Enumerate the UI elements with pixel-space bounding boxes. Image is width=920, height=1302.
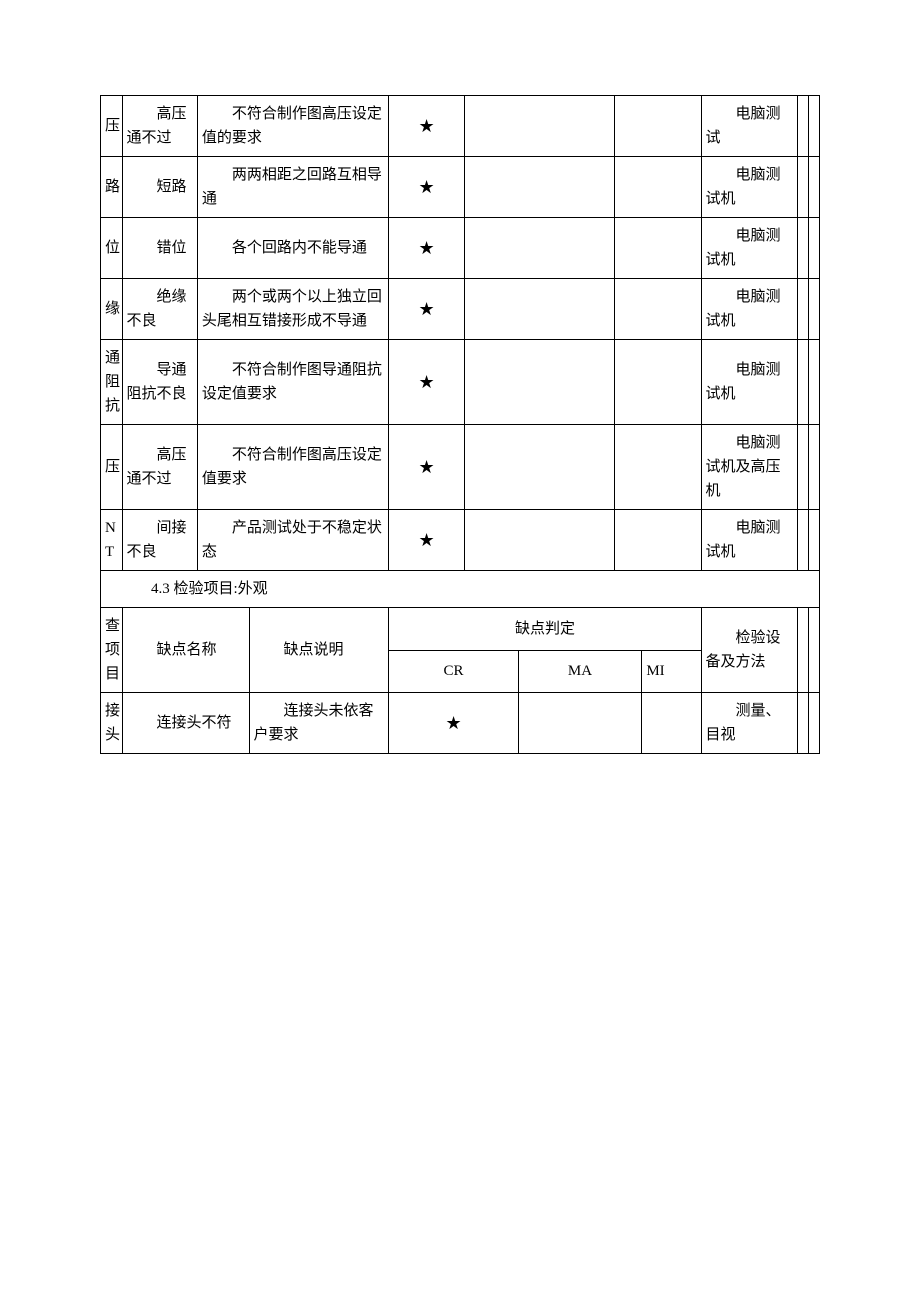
row-defect-desc: 各个回路内不能导通 [197, 218, 389, 279]
row-defect-desc: 不符合制作图高压设定值的要求 [197, 96, 389, 157]
section-title: 4.3 检验项目:外观 [101, 571, 820, 608]
row-tail2 [809, 96, 820, 157]
row-defect-desc: 不符合制作图导通阻抗设定值要求 [197, 340, 389, 425]
row-equip: 电脑测试机 [701, 279, 798, 340]
hdr-mi: MI [642, 650, 701, 693]
row-cr: ★ [389, 693, 518, 754]
hdr-tail2 [809, 608, 820, 693]
row-cr: ★ [389, 96, 464, 157]
row-tail1 [798, 96, 809, 157]
row-code: 缘 [101, 279, 123, 340]
row-mi [615, 425, 701, 510]
row-ma [464, 96, 615, 157]
hdr-judge: 缺点判定 [389, 608, 701, 651]
row-ma [464, 157, 615, 218]
row-tail2 [809, 157, 820, 218]
row-mi [615, 218, 701, 279]
table-row: 压 高压通不过 不符合制作图高压设定值要求 ★ 电脑测试机及高压机 [101, 425, 820, 510]
row-equip: 电脑测试机 [701, 218, 798, 279]
row-defect-desc: 两两相距之回路互相导通 [197, 157, 389, 218]
row-ma [518, 693, 642, 754]
row-code: 接头 [101, 693, 123, 754]
row-cr: ★ [389, 340, 464, 425]
row-mi [615, 279, 701, 340]
row-mi [642, 693, 701, 754]
row-code: 压 [101, 96, 123, 157]
table-row: 通阻抗 导通阻抗不良 不符合制作图导通阻抗设定值要求 ★ 电脑测试机 [101, 340, 820, 425]
hdr-ma: MA [518, 650, 642, 693]
row-defect-desc: 产品测试处于不稳定状态 [197, 510, 389, 571]
row-tail1 [798, 693, 809, 754]
row-cr: ★ [389, 157, 464, 218]
row-code: 路 [101, 157, 123, 218]
row-equip: 电脑测试机及高压机 [701, 425, 798, 510]
table-row: NT 间接不良 产品测试处于不稳定状态 ★ 电脑测试机 [101, 510, 820, 571]
row-equip: 电脑测试机 [701, 510, 798, 571]
row-code: 通阻抗 [101, 340, 123, 425]
hdr-tail1 [798, 608, 809, 693]
row-mi [615, 340, 701, 425]
row-mi [615, 157, 701, 218]
row-defect-desc: 两个或两个以上独立回头尾相互错接形成不导通 [197, 279, 389, 340]
row-tail1 [798, 157, 809, 218]
row-tail2 [809, 340, 820, 425]
row-defect-desc: 不符合制作图高压设定值要求 [197, 425, 389, 510]
header-row: 查项目 缺点名称 缺点说明 缺点判定 检验设备及方法 [101, 608, 820, 651]
row-code: 位 [101, 218, 123, 279]
table-row: 缘 绝缘不良 两个或两个以上独立回头尾相互错接形成不导通 ★ 电脑测试机 [101, 279, 820, 340]
row-cr: ★ [389, 510, 464, 571]
row-tail2 [809, 693, 820, 754]
row-tail1 [798, 218, 809, 279]
row-defect-desc: 连接头未依客户要求 [249, 693, 389, 754]
row-equip: 电脑测试机 [701, 157, 798, 218]
row-defect-name: 高压通不过 [122, 425, 197, 510]
row-ma [464, 218, 615, 279]
row-defect-name: 错位 [122, 218, 197, 279]
row-equip: 电脑测试 [701, 96, 798, 157]
row-cr: ★ [389, 279, 464, 340]
hdr-cr: CR [389, 650, 518, 693]
row-code: NT [101, 510, 123, 571]
row-mi [615, 510, 701, 571]
row-ma [464, 425, 615, 510]
row-tail2 [809, 279, 820, 340]
row-defect-name: 导通阻抗不良 [122, 340, 197, 425]
row-equip: 电脑测试机 [701, 340, 798, 425]
table-row: 路 短路 两两相距之回路互相导通 ★ 电脑测试机 [101, 157, 820, 218]
row-ma [464, 340, 615, 425]
row-defect-name: 连接头不符 [122, 693, 249, 754]
section-row: 4.3 检验项目:外观 [101, 571, 820, 608]
hdr-equip: 检验设备及方法 [701, 608, 798, 693]
row-cr: ★ [389, 425, 464, 510]
row-tail2 [809, 425, 820, 510]
row-tail2 [809, 218, 820, 279]
row-tail1 [798, 279, 809, 340]
hdr-col1: 查项目 [101, 608, 123, 693]
hdr-col2: 缺点名称 [122, 608, 249, 693]
row-ma [464, 279, 615, 340]
table-row: 位 错位 各个回路内不能导通 ★ 电脑测试机 [101, 218, 820, 279]
row-tail1 [798, 425, 809, 510]
row-ma [464, 510, 615, 571]
row-defect-name: 间接不良 [122, 510, 197, 571]
row-equip: 测量、目视 [701, 693, 798, 754]
row-tail1 [798, 340, 809, 425]
row-code: 压 [101, 425, 123, 510]
inspection-table-1: 压 高压通不过 不符合制作图高压设定值的要求 ★ 电脑测试 路 短路 两两相距之… [100, 95, 820, 754]
hdr-col3: 缺点说明 [249, 608, 389, 693]
row-mi [615, 96, 701, 157]
table-row: 压 高压通不过 不符合制作图高压设定值的要求 ★ 电脑测试 [101, 96, 820, 157]
row-defect-name: 绝缘不良 [122, 279, 197, 340]
row-cr: ★ [389, 218, 464, 279]
row-defect-name: 短路 [122, 157, 197, 218]
row-defect-name: 高压通不过 [122, 96, 197, 157]
row-tail1 [798, 510, 809, 571]
row-tail2 [809, 510, 820, 571]
table-row: 接头 连接头不符 连接头未依客户要求 ★ 测量、目视 [101, 693, 820, 754]
